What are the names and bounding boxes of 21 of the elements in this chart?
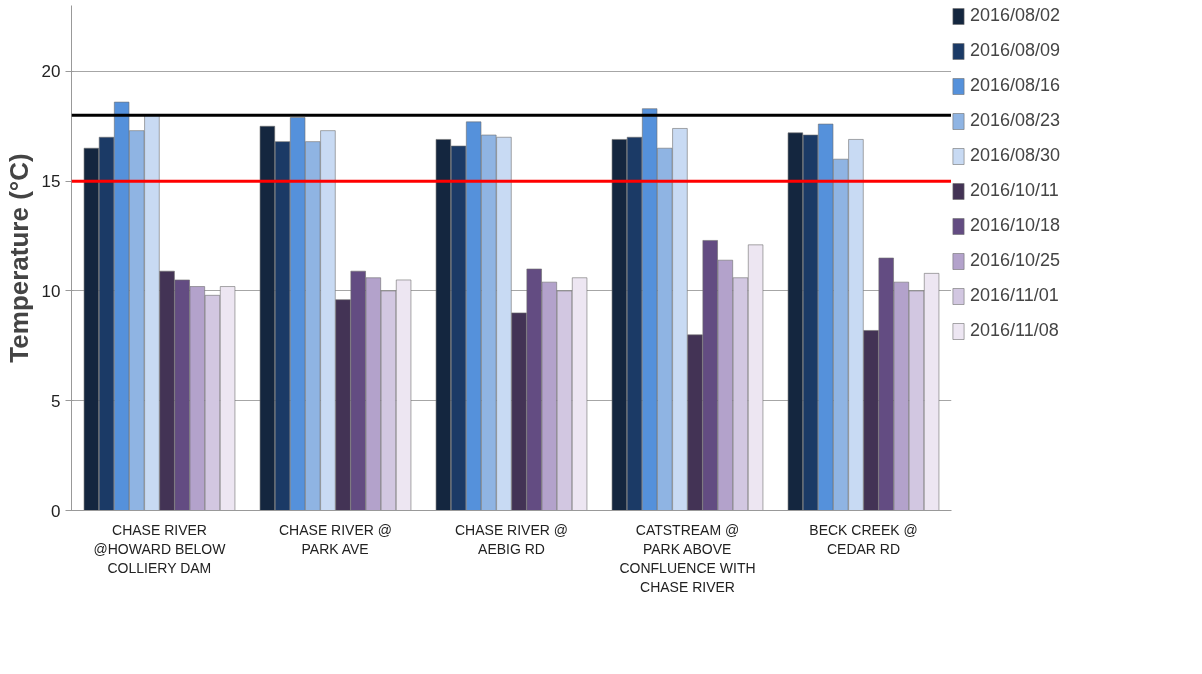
legend-label: 2016/08/16 (970, 75, 1061, 96)
x-tick-label: CHASE RIVER @ AEBIG RD (454, 521, 569, 557)
legend-label: 2016/08/09 (970, 40, 1061, 61)
legend-label: 2016/10/11 (970, 180, 1059, 201)
x-tick-label: CHASE RIVER @ PARK AVE (278, 521, 393, 557)
legend-label: 2016/08/02 (970, 5, 1061, 26)
legend-label: 2016/08/30 (970, 145, 1061, 166)
legend-label: 2016/10/18 (970, 215, 1061, 236)
x-tick-label: CHASE RIVER @HOWARD BELOW COLLIERY DAM (93, 521, 227, 576)
legend-label: 2016/11/08 (970, 320, 1059, 341)
legend-label: 2016/11/01 (970, 285, 1059, 306)
legend-label: 2016/10/25 (970, 250, 1061, 271)
x-tick-label: CATSTREAM @ PARK ABOVE CONFLUENCE WITH CHASE RIVER (619, 521, 756, 596)
y-tick-label: 5 (51, 391, 61, 411)
x-tick-label: BECK CREEK @ CEDAR RD (809, 521, 918, 557)
y-tick-label: 0 (51, 501, 61, 521)
y-axis-title: Temperature (°C) (3, 153, 34, 363)
y-tick-label: 20 (41, 62, 61, 82)
legend-label: 2016/08/23 (970, 110, 1061, 131)
y-tick-label: 15 (41, 172, 61, 192)
y-tick-label: 10 (41, 281, 61, 301)
